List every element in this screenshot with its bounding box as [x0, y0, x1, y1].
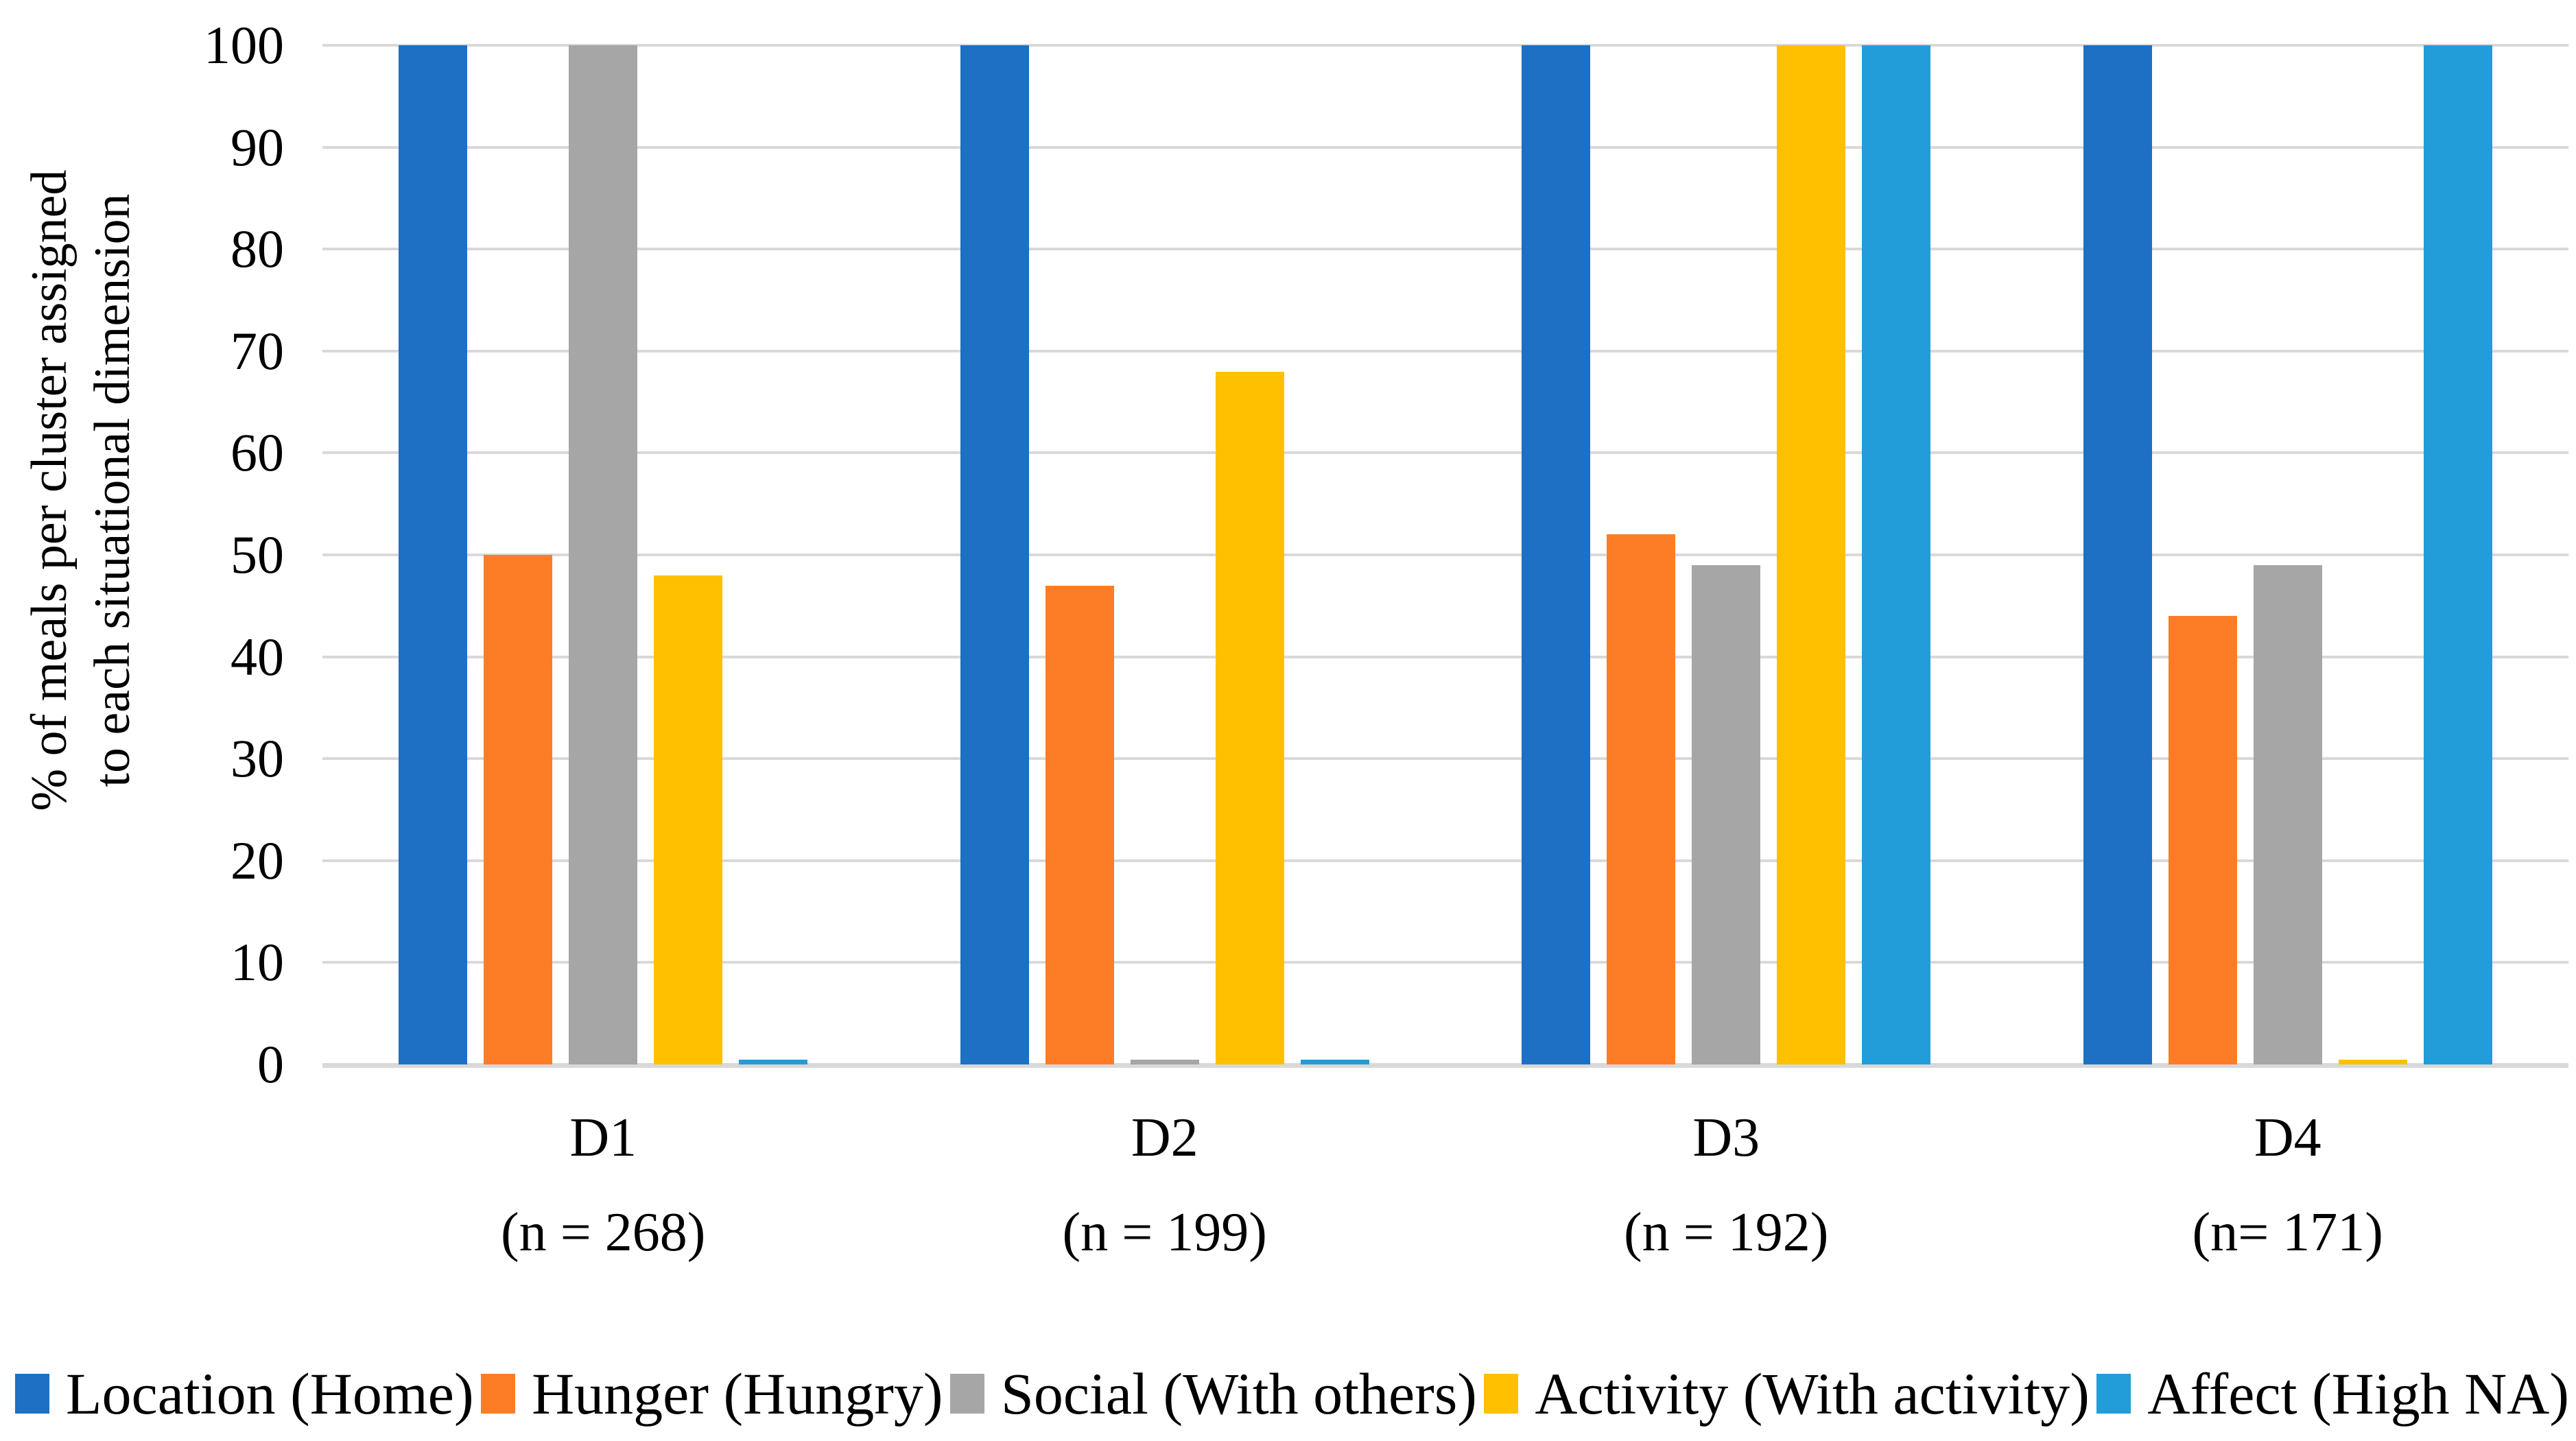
- x-label-slot: D4 (n= 171): [2007, 1064, 2569, 1263]
- legend-label: Affect (High NA): [2147, 1361, 2569, 1427]
- y-tick-label: 50: [231, 525, 284, 584]
- bar: [739, 1059, 808, 1064]
- y-tick-label: 100: [204, 15, 284, 75]
- legend-label: Activity (With activity): [1535, 1361, 2090, 1427]
- legend-swatch: [1484, 1374, 1519, 1414]
- y-tick-label: 90: [231, 117, 284, 177]
- gridline: [322, 553, 2568, 556]
- legend: Location (Home) Hunger (Hungry) Social (Wi…: [15, 1359, 2569, 1428]
- bar: [399, 45, 468, 1064]
- legend-label: Hunger (Hungry): [532, 1361, 943, 1427]
- bar-group-d4: [2007, 45, 2569, 1064]
- gridline: [322, 44, 2568, 47]
- bar: [1607, 534, 1676, 1064]
- legend-swatch: [950, 1374, 984, 1414]
- x-category-label: D1: [569, 1108, 637, 1168]
- x-category-sublabel: (n= 171): [2192, 1202, 2383, 1263]
- x-category-sublabel: (n = 199): [1062, 1202, 1267, 1263]
- bar-groups: [322, 45, 2568, 1064]
- y-axis-tick-labels: 0 10 20 30 40 50 60 70 80 90 100: [0, 18, 296, 1092]
- bar: [960, 45, 1029, 1064]
- y-tick-label: 40: [231, 626, 284, 687]
- legend-item: Activity (With activity): [1484, 1359, 2090, 1428]
- gridline: [322, 859, 2568, 862]
- axis-baseline: [322, 1063, 2568, 1068]
- bar: [569, 45, 638, 1064]
- y-tick-label: 60: [231, 422, 284, 483]
- x-category-sublabel: (n = 268): [501, 1202, 706, 1263]
- legend-item: Affect (High NA): [2096, 1359, 2569, 1428]
- gridline: [322, 757, 2568, 761]
- y-tick-label: 30: [231, 728, 284, 789]
- legend-label: Social (With others): [1001, 1361, 1477, 1427]
- bar: [1522, 45, 1591, 1064]
- gridline: [322, 655, 2568, 658]
- x-category-label: D4: [2254, 1108, 2321, 1168]
- gridline: [322, 248, 2568, 251]
- bar: [1862, 45, 1931, 1064]
- x-label-slot: D1 (n = 268): [322, 1064, 884, 1263]
- x-category-sublabel: (n = 192): [1624, 1202, 1829, 1263]
- x-axis-labels: D1 (n = 268) D2 (n = 199) D3 (n = 192) D4 (n= 1…: [322, 1064, 2568, 1263]
- y-tick-label: 70: [231, 320, 284, 381]
- gridline: [322, 145, 2568, 149]
- gridline: [322, 451, 2568, 455]
- legend-swatch: [15, 1374, 49, 1414]
- bar: [1045, 585, 1114, 1064]
- bar: [1777, 45, 1846, 1064]
- x-label-slot: D2 (n = 199): [884, 1064, 1446, 1263]
- legend-swatch: [2096, 1374, 2131, 1414]
- legend-swatch: [481, 1374, 516, 1414]
- bar: [2168, 616, 2237, 1064]
- legend-item: Social (With others): [950, 1359, 1477, 1428]
- bar-group-d2: [884, 45, 1446, 1064]
- bar: [1215, 371, 1284, 1064]
- bar: [2423, 45, 2492, 1064]
- bar-group-d3: [1445, 45, 2007, 1064]
- bar: [1692, 564, 1761, 1064]
- legend-label: Location (Home): [66, 1361, 474, 1427]
- bar: [2083, 45, 2152, 1064]
- y-tick-label: 0: [257, 1034, 284, 1094]
- bar: [2338, 1059, 2407, 1064]
- bar: [484, 555, 553, 1064]
- bar: [2253, 564, 2322, 1064]
- legend-item: Hunger (Hungry): [481, 1359, 943, 1428]
- bar-group-d1: [322, 45, 884, 1064]
- legend-item: Location (Home): [15, 1359, 474, 1428]
- x-label-slot: D3 (n = 192): [1445, 1064, 2007, 1263]
- y-tick-label: 10: [231, 932, 284, 992]
- x-category-label: D3: [1692, 1108, 1760, 1168]
- bar: [654, 575, 723, 1064]
- plot-area: [322, 44, 2568, 1068]
- y-tick-label: 20: [231, 830, 284, 890]
- gridline: [322, 349, 2568, 353]
- bar: [1300, 1059, 1369, 1064]
- x-category-label: D2: [1131, 1108, 1198, 1168]
- bar: [1130, 1059, 1199, 1064]
- y-tick-label: 80: [231, 219, 284, 279]
- gridline: [322, 961, 2568, 964]
